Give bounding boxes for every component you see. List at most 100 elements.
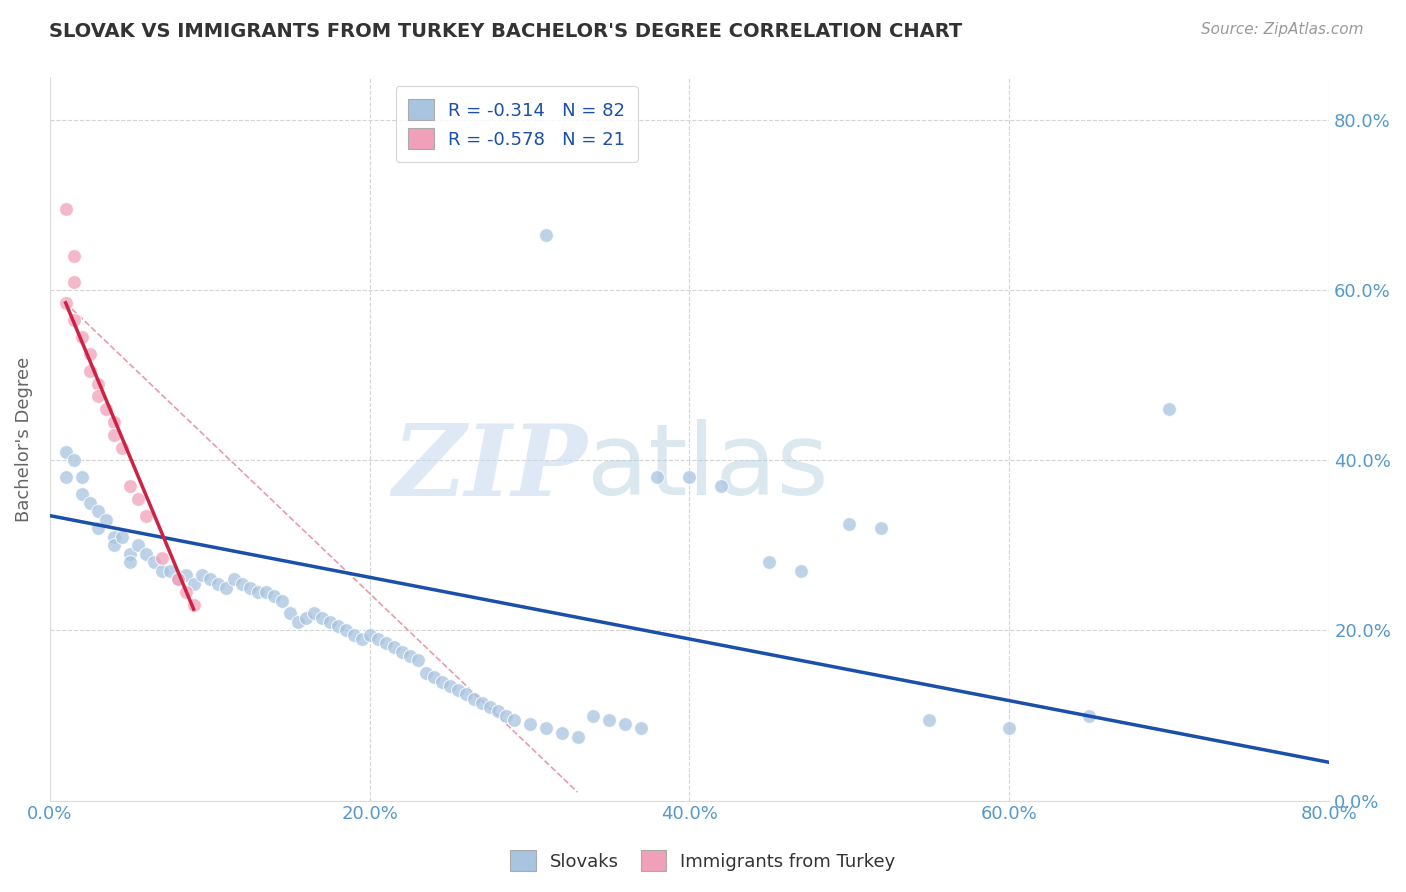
Point <box>70 470 93 484</box>
Point <box>183 598 205 612</box>
Point <box>174 568 197 582</box>
Point <box>838 517 860 532</box>
Point <box>70 330 93 344</box>
Point <box>70 487 93 501</box>
Point <box>278 607 301 621</box>
Point <box>239 581 262 595</box>
Point <box>79 364 101 378</box>
Point <box>118 479 141 493</box>
Point <box>630 721 652 735</box>
Point <box>790 564 813 578</box>
Point <box>166 573 188 587</box>
Point <box>567 730 589 744</box>
Point <box>183 576 205 591</box>
Point <box>463 691 485 706</box>
Point <box>159 564 181 578</box>
Point <box>86 376 108 391</box>
Point <box>406 653 429 667</box>
Point <box>62 249 84 263</box>
Point <box>103 530 125 544</box>
Point <box>55 202 77 217</box>
Point <box>174 585 197 599</box>
Point <box>318 615 340 629</box>
Legend: R = -0.314   N = 82, R = -0.578   N = 21: R = -0.314 N = 82, R = -0.578 N = 21 <box>395 87 638 161</box>
Point <box>190 568 212 582</box>
Point <box>166 573 188 587</box>
Point <box>495 708 517 723</box>
Point <box>246 585 269 599</box>
Point <box>135 547 157 561</box>
Point <box>374 636 396 650</box>
Point <box>118 555 141 569</box>
Point <box>710 479 733 493</box>
Point <box>150 551 173 566</box>
Point <box>422 670 444 684</box>
Point <box>79 496 101 510</box>
Point <box>270 593 292 607</box>
Point <box>486 704 509 718</box>
Point <box>439 679 461 693</box>
Point <box>758 555 780 569</box>
Point <box>94 513 117 527</box>
Point <box>111 441 134 455</box>
Text: SLOVAK VS IMMIGRANTS FROM TURKEY BACHELOR'S DEGREE CORRELATION CHART: SLOVAK VS IMMIGRANTS FROM TURKEY BACHELO… <box>49 22 963 41</box>
Point <box>398 648 420 663</box>
Text: Source: ZipAtlas.com: Source: ZipAtlas.com <box>1201 22 1364 37</box>
Point <box>350 632 373 646</box>
Point <box>214 581 236 595</box>
Point <box>998 721 1021 735</box>
Point <box>454 687 477 701</box>
Point <box>287 615 309 629</box>
Point <box>86 504 108 518</box>
Point <box>150 564 173 578</box>
Point <box>135 508 157 523</box>
Point <box>103 538 125 552</box>
Point <box>647 470 669 484</box>
Point <box>62 313 84 327</box>
Point <box>519 717 541 731</box>
Point <box>446 683 468 698</box>
Point <box>103 427 125 442</box>
Point <box>534 721 557 735</box>
Point <box>79 347 101 361</box>
Point <box>127 491 149 506</box>
Point <box>198 573 221 587</box>
Point <box>415 665 437 680</box>
Point <box>118 547 141 561</box>
Y-axis label: Bachelor's Degree: Bachelor's Degree <box>15 357 32 522</box>
Point <box>62 453 84 467</box>
Point <box>207 576 229 591</box>
Point <box>55 470 77 484</box>
Text: ZIP: ZIP <box>392 420 588 516</box>
Point <box>582 708 605 723</box>
Point <box>598 713 620 727</box>
Point <box>550 725 572 739</box>
Point <box>359 628 381 642</box>
Point <box>311 610 333 624</box>
Point <box>222 573 245 587</box>
Point <box>86 389 108 403</box>
Point <box>502 713 524 727</box>
Point <box>870 521 893 535</box>
Point <box>55 444 77 458</box>
Point <box>1078 708 1101 723</box>
Point <box>382 640 405 655</box>
Point <box>614 717 637 731</box>
Point <box>111 530 134 544</box>
Point <box>918 713 941 727</box>
Point <box>294 610 316 624</box>
Point <box>302 607 325 621</box>
Point <box>231 576 253 591</box>
Point <box>94 402 117 417</box>
Point <box>254 585 277 599</box>
Text: atlas: atlas <box>588 419 828 516</box>
Point <box>55 296 77 310</box>
Point <box>62 275 84 289</box>
Point <box>263 590 285 604</box>
Point <box>103 415 125 429</box>
Point <box>335 624 357 638</box>
Point <box>142 555 165 569</box>
Point <box>678 470 700 484</box>
Point <box>478 700 501 714</box>
Point <box>326 619 349 633</box>
